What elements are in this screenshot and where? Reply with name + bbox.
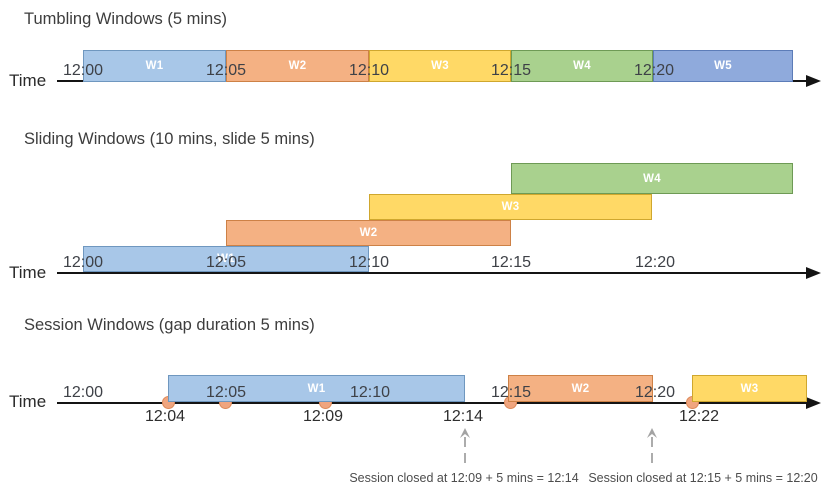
tumbling-window-w2: W2 <box>226 50 369 82</box>
sliding-time-axis-label: Time <box>9 263 47 282</box>
event-label-1214: 12:14 <box>442 408 484 425</box>
sliding-tick-1215: 12:15 <box>490 254 532 271</box>
tumbling-tick-1200: 12:00 <box>62 62 104 79</box>
sliding-window-w3: W3 <box>369 194 652 220</box>
event-label-1209: 12:09 <box>302 408 344 425</box>
window-label-w4: W4 <box>573 60 591 72</box>
window-label-w2: W2 <box>571 382 590 395</box>
sliding-window-w4: W4 <box>511 163 793 194</box>
window-label-w5: W5 <box>714 60 732 72</box>
tumbling-tick-1215: 12:15 <box>490 62 532 79</box>
sliding-time-axis <box>57 272 808 274</box>
session-closed-note-1: Session closed at 12:09 + 5 mins = 12:14 <box>349 471 579 485</box>
session-tick-1215: 12:15 <box>490 384 532 401</box>
sliding-tick-1205: 12:05 <box>205 254 247 271</box>
session-tick-1205: 12:05 <box>205 384 247 401</box>
sliding-tick-1210: 12:10 <box>348 254 390 271</box>
session-time-axis <box>57 402 808 404</box>
session-closed-note-2: Session closed at 12:15 + 5 mins = 12:20 <box>588 471 818 485</box>
annotation-arrow-icon <box>460 428 470 467</box>
window-label-w1: W1 <box>145 60 164 72</box>
session-axis-arrowhead-icon <box>806 397 821 409</box>
window-label-w3: W3 <box>501 201 520 213</box>
window-label-w1: W1 <box>307 382 326 395</box>
window-label-w1: W1 <box>217 253 235 265</box>
sliding-title: Sliding Windows (10 mins, slide 5 mins) <box>24 130 315 148</box>
session-window-w2: W2 <box>508 375 653 402</box>
tumbling-time-axis-label: Time <box>9 71 47 90</box>
session-tick-1200: 12:00 <box>62 384 104 401</box>
annotation-arrow-icon <box>647 428 657 467</box>
sliding-window-w2: W2 <box>226 220 511 246</box>
tumbling-window-w3: W3 <box>369 50 511 82</box>
session-title: Session Windows (gap duration 5 mins) <box>24 316 315 334</box>
window-label-w2: W2 <box>288 60 307 72</box>
session-tick-1210: 12:10 <box>349 384 391 401</box>
window-label-w3: W3 <box>431 60 449 72</box>
tumbling-title: Tumbling Windows (5 mins) <box>24 10 227 28</box>
tumbling-window-w4: W4 <box>511 50 653 82</box>
event-label-1222: 12:22 <box>678 408 720 425</box>
tumbling-window-w5: W5 <box>653 50 793 82</box>
tumbling-tick-1205: 12:05 <box>205 62 247 79</box>
tumbling-window-w1: W1 <box>83 50 226 82</box>
session-tick-1220: 12:20 <box>634 384 676 401</box>
sliding-tick-1220: 12:20 <box>634 254 676 271</box>
window-label-w3: W3 <box>740 382 759 395</box>
session-time-axis-label: Time <box>9 392 47 411</box>
tumbling-tick-1210: 12:10 <box>348 62 390 79</box>
sliding-tick-1200: 12:00 <box>62 254 104 271</box>
window-label-w2: W2 <box>359 227 378 239</box>
tumbling-axis-arrowhead-icon <box>806 75 821 87</box>
window-label-w4: W4 <box>643 172 661 185</box>
event-label-1204: 12:04 <box>144 408 186 425</box>
sliding-window-w1: W1 <box>83 246 369 272</box>
sliding-axis-arrowhead-icon <box>806 267 821 279</box>
tumbling-tick-1220: 12:20 <box>633 62 675 79</box>
session-window-w1: W1 <box>168 375 465 402</box>
session-window-w3: W3 <box>692 375 807 402</box>
